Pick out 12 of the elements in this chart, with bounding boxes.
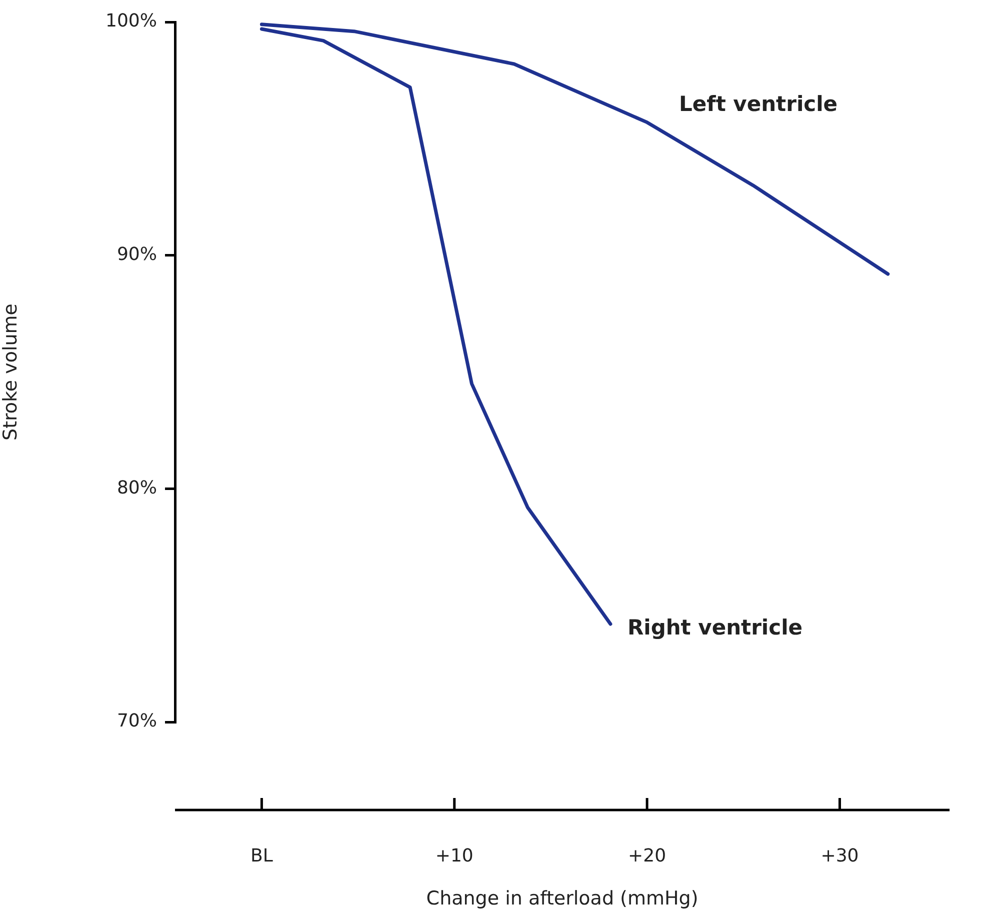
y-tick-label: 70% [116,710,157,732]
series-label: Left ventricle [679,92,838,116]
x-axis-title: Change in afterload (mmHg) [426,888,698,910]
x-tick-label: +10 [435,845,474,866]
y-tick-label: 90% [116,244,157,266]
y-tick-label: 80% [116,477,157,498]
y-axis-title: Stroke volume [0,304,22,440]
series-label: Right ventricle [627,615,803,640]
x-tick-label: +30 [820,845,859,866]
y-tick-label: 100% [106,10,157,32]
x-tick-label: BL [250,845,273,866]
x-tick-label: +20 [628,845,666,866]
